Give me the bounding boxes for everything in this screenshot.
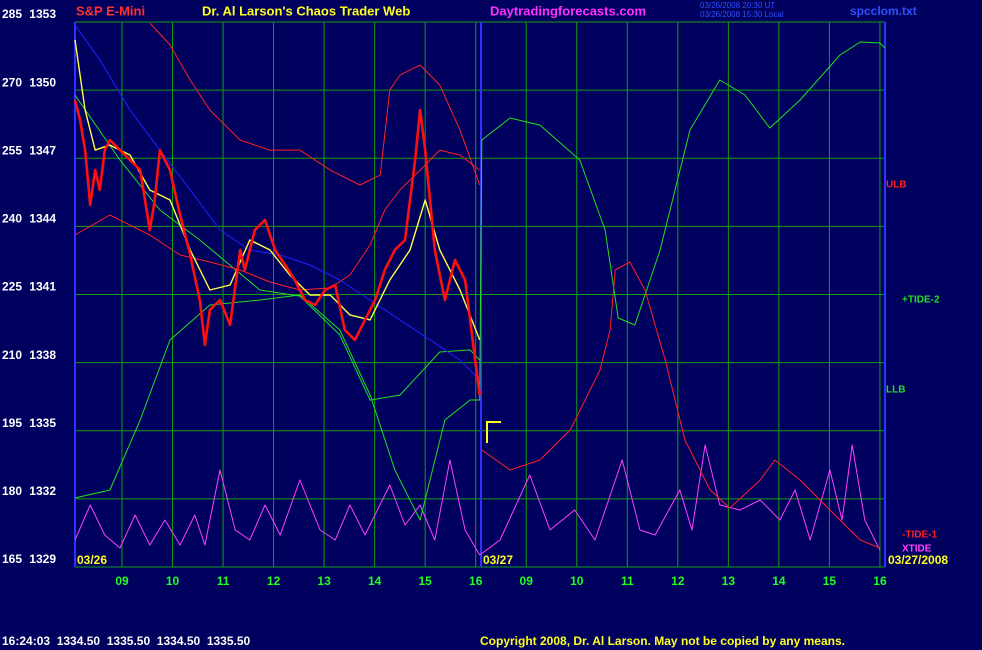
y-tick-label: 1335 [29,416,56,430]
y2-tick-label: 255 [2,143,22,157]
x-tick-label: 13 [722,574,736,588]
y-tick-label: 1329 [29,552,56,566]
x-tick-label: 10 [570,574,584,588]
x-tick-label: 15 [823,574,837,588]
x-tick-label: 09 [115,574,129,588]
site-name: Daytradingforecasts.com [490,3,646,18]
grid [75,21,885,568]
series-line [74,444,881,556]
x-tick-label: 10 [166,574,180,588]
x-tick-label: 16 [469,574,483,588]
y-tick-label: 1341 [29,280,56,294]
x-tick-label: 14 [772,574,786,588]
date-label: 03/26 [77,553,107,567]
x-tick-label: 12 [671,574,685,588]
x-tick-label: 09 [520,574,534,588]
series-line [74,24,481,381]
x-tick-label: 11 [621,574,634,588]
chart-subtitle: Dr. Al Larson's Chaos Trader Web [202,3,410,18]
y-tick-label: 1353 [29,7,56,21]
y2-tick-label: 225 [2,280,22,294]
y2-tick-label: 285 [2,7,22,21]
chart-title: S&P E-Mini [76,3,145,18]
series [73,22,886,556]
file-name: spcclom.txt [850,4,917,18]
x-tick-label: 11 [217,574,230,588]
series-label: -TIDE-1 [902,530,937,541]
series-line [74,41,886,521]
x-tick-label: 13 [317,574,331,588]
date-label: 03/27/2008 [888,553,948,567]
series-label: XTIDE [902,544,932,555]
y2-tick-label: 165 [2,552,22,566]
y2-tick-label: 180 [2,484,22,498]
series-label: ULB [886,180,907,191]
x-tick-label: 12 [267,574,281,588]
copyright: Copyright 2008, Dr. Al Larson. May not b… [480,634,845,648]
series-line [73,99,481,396]
series-label: LLB [886,385,905,396]
marker [486,421,501,443]
y-tick-label: 1338 [29,348,56,362]
y-tick-label: 1344 [29,212,56,226]
x-tick-label: 14 [368,574,382,588]
y2-tick-label: 240 [2,212,22,226]
series-line [481,261,881,549]
y-tick-label: 1350 [29,75,56,89]
series-label: +TIDE-2 [902,295,940,306]
y-tick-label: 1347 [29,143,56,157]
y-tick-label: 1332 [29,484,56,498]
date-label: 03/27 [483,553,513,567]
timestamp: 03/26/2008 15:30 Local [700,10,784,19]
status-line: 16:24:03 1334.50 1335.50 1334.50 1335.50 [2,634,251,648]
series-line [149,22,481,186]
y2-tick-label: 270 [2,75,22,89]
y2-tick-label: 210 [2,348,22,362]
timestamp: 03/26/2008 20:30 UT [700,1,775,10]
x-tick-label: 16 [873,574,887,588]
x-tick-label: 15 [418,574,432,588]
y2-tick-label: 195 [2,416,22,430]
